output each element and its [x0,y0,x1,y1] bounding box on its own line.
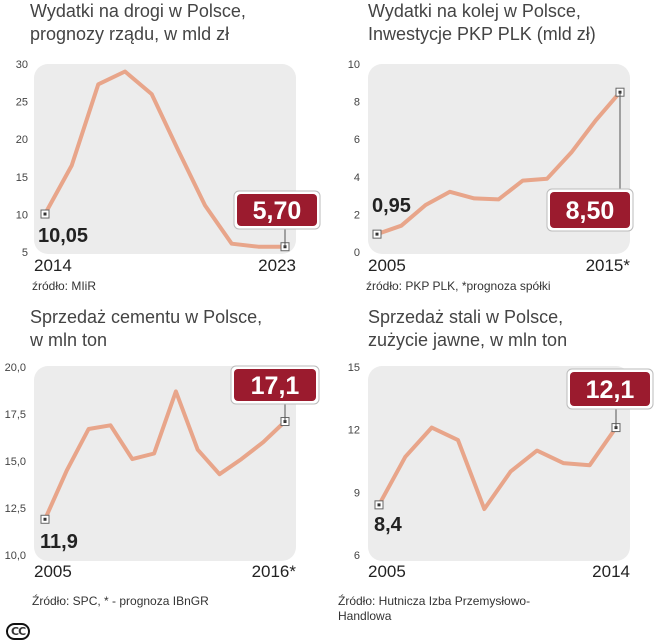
y-tick-label: 25 [16,97,28,109]
first-point-marker-dot [377,503,381,507]
x-start-label: 2014 [34,256,72,275]
callout-box [234,369,316,401]
chart-source: źródło: PKP PLK, *prognoza spółki [366,279,551,293]
y-tick-label: 10 [348,59,360,71]
data-line [375,90,622,237]
chart-title: Wydatki na kolej w Polsce, Inwestycje PK… [368,1,596,44]
first-value-label: 10,05 [38,225,88,247]
callout-box [550,192,630,228]
y-tick-label: 20 [16,134,28,146]
y-tick-label: 2 [354,209,360,221]
y-tick-label: 30 [16,59,28,71]
y-tick-label: 10 [16,209,28,221]
callout-box [570,372,650,406]
data-line [43,69,287,249]
chart-source: Źródło: SPC, * - prognoza IBnGR [32,594,209,608]
chart-svg: 20,0 17,5 15,0 12,5 10,0 11,9 17,1 2005 2016* [5,362,320,581]
y-tick-label: 12,5 [5,503,26,515]
x-end-label: 2015* [586,256,631,275]
last-value-label: 17,1 [251,372,300,400]
data-line [377,425,618,511]
plot-background [34,64,296,254]
last-value-label: 5,70 [253,197,302,225]
last-value-label: 8,50 [566,197,615,225]
y-tick-label: 0 [354,247,360,259]
chart-svg: 15 12 9 6 8,4 12,1 2005 2014 [348,362,654,581]
chart-title: Wydatki na drogi w Polsce, prognozy rząd… [30,1,246,44]
y-tick-label: 17,5 [5,409,26,421]
first-value-label: 8,4 [374,514,403,536]
y-tick-label: 10,0 [5,550,26,562]
plot-background [34,366,296,561]
y-tick-label: 9 [354,487,360,499]
first-value-label: 0,95 [372,195,411,217]
chart-panel-rail: Wydatki na kolej w Polsce, Inwestycje PK… [328,0,655,310]
x-end-label: 2016* [252,562,297,581]
first-point-marker-dot [43,517,47,521]
chart-title: Sprzedaż cementu w Polsce, w mln ton [30,307,263,350]
x-end-label: 2023 [258,256,296,275]
first-value-label: 11,9 [40,531,78,553]
plot-background [368,366,630,561]
y-tick-label: 15 [16,172,28,184]
cc-mark: CC [6,623,31,640]
chart-svg: 30 25 20 15 10 5 10,05 5,70 2014 2023 [16,59,321,275]
first-point-marker-dot [43,212,47,216]
chart-panel-steel: Sprzedaż stali w Polsce, zużycie jawne, … [328,306,655,623]
x-end-label: 2014 [592,562,630,581]
x-start-label: 2005 [368,256,406,275]
chart-panel-cement: Sprzedaż cementu w Polsce, w mln ton 20,… [0,306,327,616]
y-tick-label: 5 [22,247,28,259]
x-start-label: 2005 [34,562,72,581]
x-start-label: 2005 [368,562,406,581]
y-tick-label: 4 [354,172,360,184]
data-line [43,389,287,522]
chart-source: źródło: MIiR [32,279,97,293]
y-tick-label: 20,0 [5,362,26,374]
chart-source: Źródło: Hutnicza Izba Przemysłowo- Handl… [338,594,531,623]
y-tick-label: 15,0 [5,456,26,468]
callout-box [237,194,317,226]
y-tick-label: 8 [354,97,360,109]
y-tick-label: 6 [354,550,360,562]
y-tick-label: 12 [348,425,360,437]
first-point-marker-dot [375,232,379,236]
chart-title: Sprzedaż stali w Polsce, zużycie jawne, … [368,307,568,350]
last-value-label: 12,1 [586,376,635,404]
y-tick-label: 15 [348,362,360,374]
license-logo: CC [6,621,31,640]
chart-svg: 10 8 6 4 2 0 0,95 8,50 2005 2015* [348,59,634,275]
y-tick-label: 6 [354,134,360,146]
chart-panel-roads: Wydatki na drogi w Polsce, prognozy rząd… [0,0,327,310]
